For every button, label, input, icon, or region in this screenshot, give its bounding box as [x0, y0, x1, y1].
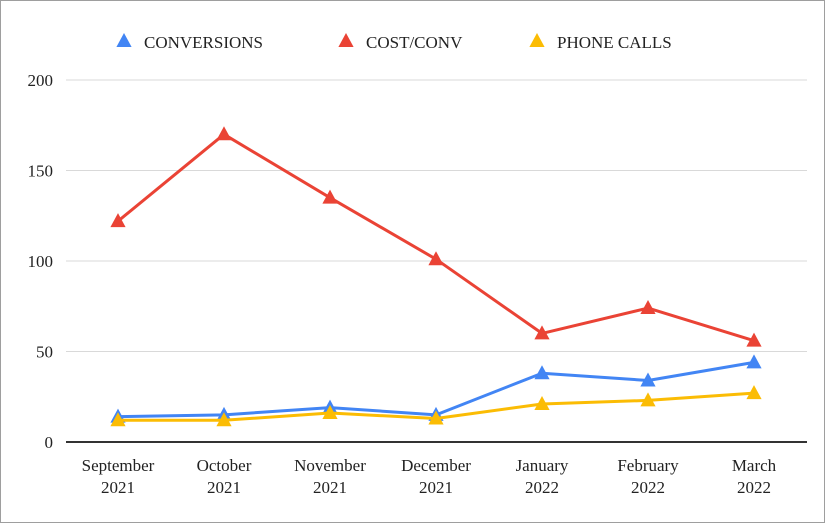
- x-tick-label: 2021: [207, 478, 241, 497]
- data-point-marker: [322, 189, 338, 204]
- x-tick-label: 2022: [525, 478, 559, 497]
- data-point-marker: [110, 213, 126, 228]
- x-tick-label: January: [516, 456, 569, 475]
- data-point-marker: [216, 126, 232, 141]
- data-point-marker: [746, 332, 762, 347]
- x-tick-label: 2022: [631, 478, 665, 497]
- data-point-marker: [322, 405, 338, 420]
- y-tick-label: 0: [45, 433, 54, 452]
- x-tick-label: September: [82, 456, 155, 475]
- data-point-marker: [746, 354, 762, 369]
- legend-marker-triangle-icon: [338, 33, 354, 47]
- x-tick-label: 2021: [101, 478, 135, 497]
- x-tick-label: 2021: [313, 478, 347, 497]
- data-point-marker: [534, 395, 550, 410]
- x-tick-label: October: [197, 456, 252, 475]
- data-point-marker: [640, 372, 656, 387]
- y-tick-label: 100: [28, 252, 54, 271]
- data-point-marker: [534, 325, 550, 340]
- legend-label: COST/CONV: [366, 33, 463, 52]
- x-tick-label: 2022: [737, 478, 771, 497]
- x-tick-label: March: [732, 456, 777, 475]
- series-line-cost-conv: [117, 132, 755, 343]
- legend-marker-triangle-icon: [116, 33, 132, 47]
- data-point-marker: [428, 251, 444, 266]
- data-point-marker: [110, 412, 126, 427]
- y-tick-label: 150: [28, 162, 54, 181]
- y-tick-label: 50: [36, 343, 53, 362]
- data-point-marker: [534, 365, 550, 380]
- data-point-marker: [640, 392, 656, 407]
- x-tick-label: November: [294, 456, 366, 475]
- x-tick-label: December: [401, 456, 471, 475]
- legend-marker-triangle-icon: [529, 33, 545, 47]
- y-tick-label: 200: [28, 71, 54, 90]
- x-tick-label: February: [617, 456, 679, 475]
- data-point-marker: [428, 410, 444, 425]
- legend-label: PHONE CALLS: [557, 33, 672, 52]
- data-point-marker: [746, 385, 762, 400]
- data-point-marker: [640, 300, 656, 315]
- x-tick-label: 2021: [419, 478, 453, 497]
- data-point-marker: [216, 412, 232, 427]
- legend-label: CONVERSIONS: [144, 33, 263, 52]
